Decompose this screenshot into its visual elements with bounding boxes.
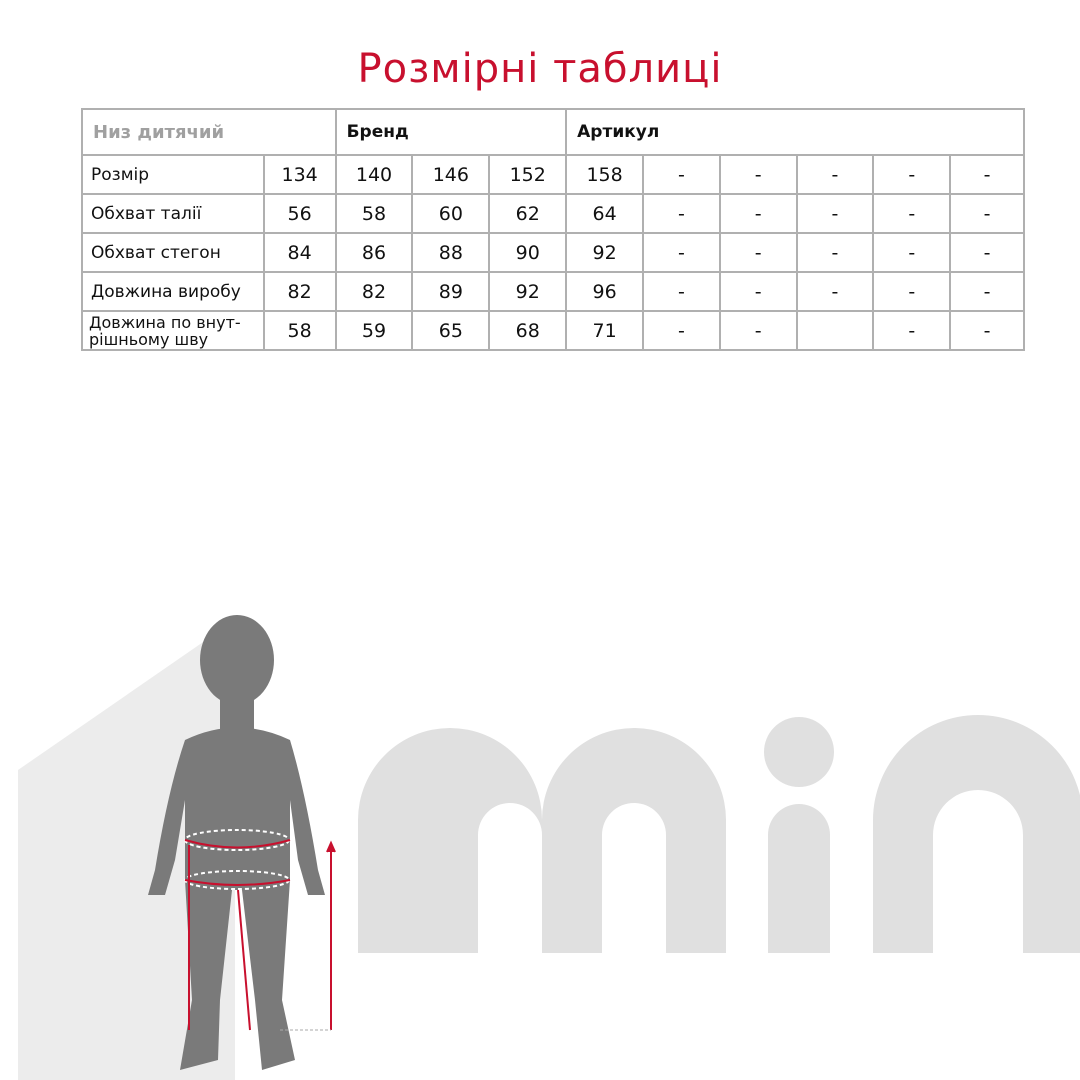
table-cell: - [949, 193, 1025, 234]
table-row: Довжина виробу 82 82 89 92 96- - - - - [81, 271, 1025, 312]
brand-label: Бренд [334, 108, 568, 156]
table-cell: - [795, 232, 875, 273]
table-cell: 82 [334, 271, 414, 312]
table-cell: - [642, 232, 721, 273]
table-cell: 84 [262, 232, 337, 273]
table-cell: 146 [411, 154, 491, 195]
table-cell: - [872, 310, 952, 351]
table-cell: - [718, 232, 798, 273]
category-label: Низ дитячий [81, 108, 337, 156]
table-cell: 64 [565, 193, 645, 234]
table-cell: - [795, 271, 875, 312]
table-cell: - [872, 154, 952, 195]
row-label: Розмір [81, 154, 265, 195]
row-label: Обхват стегон [81, 232, 265, 273]
table-cell: - [642, 154, 721, 195]
page-title: Розмірні таблиці [357, 46, 723, 92]
table-cell: - [718, 271, 798, 312]
table-cell: 158 [565, 154, 645, 195]
table-cell: 86 [334, 232, 414, 273]
table-cell: - [718, 193, 798, 234]
table-row: Довжина по внут-рішньому шву 58 59 65 68 71- -… [81, 310, 1025, 351]
table-cell: 65 [411, 310, 491, 351]
table-cell: 92 [488, 271, 568, 312]
table-cell: 88 [411, 232, 491, 273]
article-label: Артикул [565, 108, 1025, 156]
table-cell: 82 [262, 271, 337, 312]
row-label: Обхват талії [81, 193, 265, 234]
table-cell: 89 [411, 271, 491, 312]
table-row: Обхват стегон 84 86 88 90 92- - - - - [81, 232, 1025, 273]
table-cell: 62 [488, 193, 568, 234]
table-cell: - [795, 154, 875, 195]
table-cell: - [642, 193, 721, 234]
table-cell: - [949, 271, 1025, 312]
table-cell: - [872, 193, 952, 234]
row-label: Довжина виробу [81, 271, 265, 312]
table-cell: 56 [262, 193, 337, 234]
table-cell: - [949, 154, 1025, 195]
table-cell: - [795, 193, 875, 234]
table-cell: 152 [488, 154, 568, 195]
table-row: Обхват талії 56 58 60 62 64- - - - - [81, 193, 1025, 234]
table-cell: 68 [488, 310, 568, 351]
table-cell: - [872, 271, 952, 312]
table-cell: 58 [262, 310, 337, 351]
table-cell: - [642, 310, 721, 351]
table-cell: - [718, 154, 798, 195]
table-cell: 134 [262, 154, 337, 195]
child-silhouette [148, 615, 325, 1070]
measurement-lines [184, 829, 336, 1031]
table-cell: - [718, 310, 798, 351]
table-cell: 140 [334, 154, 414, 195]
table-header-row: Низ дитячий Бренд Артикул [81, 108, 1025, 156]
table-cell [795, 310, 875, 351]
table-cell: - [949, 310, 1025, 351]
row-label: Довжина по внут-рішньому шву [81, 310, 265, 351]
table-cell: - [949, 232, 1025, 273]
table-cell: - [642, 271, 721, 312]
table-cell: 71 [565, 310, 645, 351]
table-cell: 96 [565, 271, 645, 312]
table-cell: 58 [334, 193, 414, 234]
background-shape [18, 620, 235, 1080]
table-cell: 90 [488, 232, 568, 273]
logo-min [358, 715, 1080, 953]
table-cell: 59 [334, 310, 414, 351]
table-cell: 92 [565, 232, 645, 273]
size-table: Низ дитячий Бренд Артикул Розмір 134 140 14… [81, 108, 1025, 351]
table-cell: - [872, 232, 952, 273]
table-row: Розмір 134 140 146 152 158- - - - - [81, 154, 1025, 195]
table-cell: 60 [411, 193, 491, 234]
